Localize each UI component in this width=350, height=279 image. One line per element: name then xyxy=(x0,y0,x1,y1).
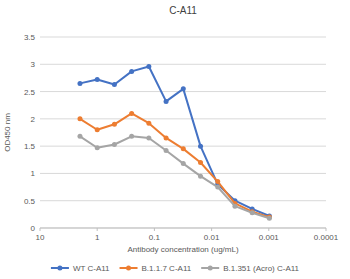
x-axis xyxy=(40,228,326,229)
series-line xyxy=(80,136,269,218)
x-tick-label: 10 xyxy=(36,233,45,242)
grid-line xyxy=(40,228,326,229)
series-line xyxy=(80,113,269,217)
data-point xyxy=(112,82,117,87)
grid-line xyxy=(40,173,326,174)
y-tick-label: 0.5 xyxy=(24,197,36,206)
data-point xyxy=(129,134,134,139)
x-axis-title: Antibody concentration (ug/mL) xyxy=(127,245,239,254)
data-point xyxy=(267,216,272,221)
plot-area xyxy=(77,64,271,221)
data-point xyxy=(250,210,255,215)
data-point xyxy=(181,86,186,91)
y-tick-label: 3.5 xyxy=(24,33,36,42)
legend-marker xyxy=(57,266,62,271)
y-axis-title: OD450 nm xyxy=(3,113,12,152)
data-point xyxy=(95,145,100,150)
data-point xyxy=(129,69,134,74)
data-point xyxy=(146,64,151,69)
data-point xyxy=(77,134,82,139)
data-point xyxy=(232,204,237,209)
x-tick xyxy=(211,228,212,231)
data-point xyxy=(164,135,169,140)
grid-line xyxy=(40,200,326,201)
legend-marker xyxy=(126,266,131,271)
y-tick-label: 2.5 xyxy=(24,88,36,97)
grid-line xyxy=(40,64,326,65)
data-point xyxy=(198,144,203,149)
x-tick xyxy=(268,228,269,231)
legend-label: B.1.1.7 C-A11 xyxy=(142,264,192,273)
data-point xyxy=(146,121,151,126)
data-point xyxy=(215,179,220,184)
x-tick-label: 0.0001 xyxy=(314,233,339,242)
y-tick-label: 3 xyxy=(31,60,36,69)
data-point xyxy=(164,148,169,153)
grid-line xyxy=(40,118,326,119)
data-point xyxy=(164,99,169,104)
data-point xyxy=(77,116,82,121)
x-tick-label: 0.001 xyxy=(259,233,280,242)
data-point xyxy=(112,142,117,147)
x-tick-label: 1 xyxy=(95,233,100,242)
data-point xyxy=(112,122,117,127)
x-tick xyxy=(97,228,98,231)
x-tick xyxy=(326,228,327,231)
data-point xyxy=(129,111,134,116)
data-point xyxy=(198,174,203,179)
grid-line xyxy=(40,37,326,38)
y-tick-label: 1 xyxy=(31,169,36,178)
legend-marker xyxy=(208,266,213,271)
data-point xyxy=(181,146,186,151)
data-point xyxy=(215,185,220,190)
x-tick-label: 0.1 xyxy=(149,233,161,242)
series-line xyxy=(80,66,269,216)
y-tick-label: 1.5 xyxy=(24,142,36,151)
x-tick-label: 0.01 xyxy=(204,233,220,242)
y-tick-label: 0 xyxy=(31,224,36,233)
data-point xyxy=(95,127,100,132)
x-tick xyxy=(40,228,41,231)
chart: C-A11 0 0.5 1 1.5 2 2.5 3 3.5 10 1 0.1 0.01 0.001 0.00… xyxy=(0,0,350,279)
y-tick-label: 2 xyxy=(31,115,36,124)
background xyxy=(0,0,350,279)
x-tick xyxy=(154,228,155,231)
legend-label: B.1.351 (Acro) C-A11 xyxy=(223,264,299,273)
legend: WT C-A11 B.1.1.7 C-A11 B.1.351 (Acro) C-A1… xyxy=(51,264,300,273)
title: C-A11 xyxy=(169,5,197,16)
data-point xyxy=(95,77,100,82)
data-point xyxy=(146,135,151,140)
data-point xyxy=(77,81,82,86)
legend-label: WT C-A11 xyxy=(73,264,110,273)
data-point xyxy=(181,161,186,166)
data-point xyxy=(198,160,203,165)
